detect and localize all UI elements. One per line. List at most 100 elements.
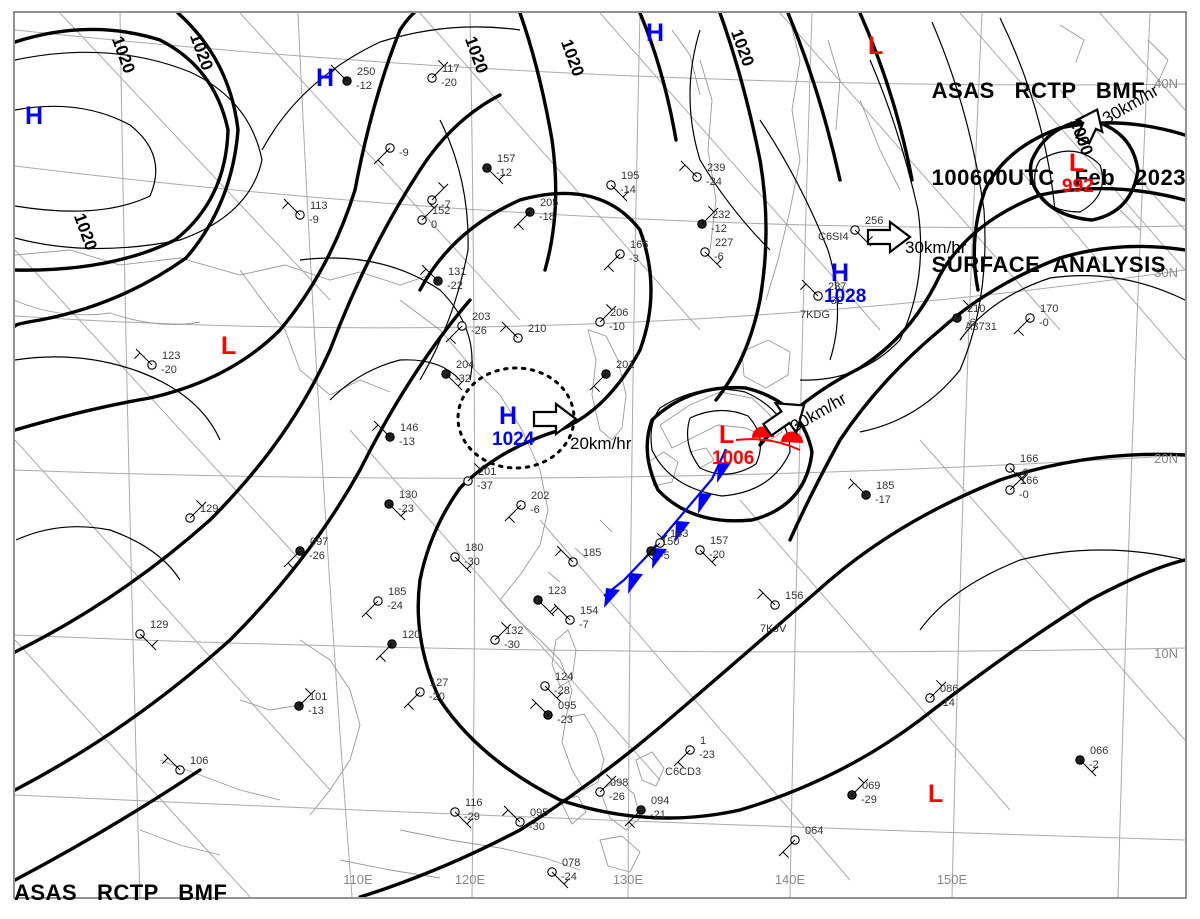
station-temperature: -21 xyxy=(650,809,666,821)
station-pressure: 131 xyxy=(448,266,466,278)
cold-front xyxy=(603,448,731,608)
station-plot: 078-24 xyxy=(547,857,580,889)
station-temperature: -20 xyxy=(441,77,457,89)
station-temperature: -30 xyxy=(504,639,520,651)
station-temperature: -9 xyxy=(309,214,319,226)
station-pressure: 113 xyxy=(310,200,328,212)
station-temperature: -28 xyxy=(554,685,570,697)
lat-tick-20N: 20N xyxy=(1154,451,1178,466)
pressure-symbol: H xyxy=(646,19,665,47)
lat-tick-10N: 10N xyxy=(1154,646,1178,661)
station-temperature: -37 xyxy=(477,480,493,492)
station-plot: 170-0 xyxy=(1013,303,1058,336)
station-plot: 166-3 xyxy=(603,239,648,272)
station-temperature: -20 xyxy=(429,691,445,703)
station-plot: 202-6 xyxy=(504,490,549,523)
station-temperature: -26 xyxy=(309,550,325,562)
station-pressure: 064 xyxy=(805,825,823,837)
station-plot: 166-0 xyxy=(1005,472,1038,501)
station-pressure: 123 xyxy=(548,585,566,597)
station-plot: 185-24 xyxy=(361,586,406,619)
station-plot: 097-26 xyxy=(283,536,328,569)
station-temperature: -32 xyxy=(827,295,843,307)
station-pressure: 201 xyxy=(616,359,634,371)
isobars-thin xyxy=(15,17,1185,631)
station-pressure: 250 xyxy=(357,66,375,78)
station-plot: -9 xyxy=(373,143,409,166)
footer-title-block: ASAS RCTP BMF 100600UTC Feb 2023 SURFACE… xyxy=(14,820,268,919)
station-pressure: 166 xyxy=(1020,475,1038,487)
footer-line-1: ASAS RCTP BMF xyxy=(14,880,228,905)
station-pressure: 097 xyxy=(310,536,328,548)
station-pressure: 237 xyxy=(828,281,846,293)
station-temperature: -12 xyxy=(356,80,372,92)
graticule-labels: 110E 120E 130E 140E 150E 40N 30N 20N 10N xyxy=(343,76,1178,887)
station-pressure: 150 xyxy=(661,536,679,548)
station-pressure: 129 xyxy=(150,619,168,631)
station-temperature: -24 xyxy=(561,871,577,883)
station-temperature: -20 xyxy=(161,364,177,376)
station-plot: 163 xyxy=(643,528,688,561)
station-pressure: 185 xyxy=(583,547,601,559)
station-temperature: -12 xyxy=(496,167,512,179)
station-temperature: -22 xyxy=(447,280,463,292)
station-pressure: 086 xyxy=(940,683,958,695)
station-plot: 201-37 xyxy=(463,463,496,492)
pressure-value-4: 992 xyxy=(1062,176,1094,197)
station-pressure: 185 xyxy=(388,586,406,598)
station-temperature: -23 xyxy=(557,714,573,726)
station-temperature: -14 xyxy=(620,184,636,196)
header-line-1: ASAS RCTP BMF xyxy=(931,78,1146,103)
lat-tick-30N: 30N xyxy=(1154,265,1178,280)
station-temperature: -7 xyxy=(441,199,451,211)
station-pressure: 117 xyxy=(442,63,460,75)
station-temperature: -13 xyxy=(308,705,324,717)
pressure-center-l-9: L xyxy=(928,782,943,807)
station-temperature: -30 xyxy=(529,821,545,833)
station-plot: 180-30 xyxy=(450,542,483,574)
pressure-center-h-1: H xyxy=(316,66,334,91)
station-plot: 094-21 xyxy=(624,795,669,828)
station-plot: 132-30 xyxy=(490,622,523,651)
station-plot: 256 xyxy=(850,215,883,247)
station-temperature: -23 xyxy=(398,503,414,515)
station-pressure: 185 xyxy=(876,480,894,492)
station-temperature: -32 xyxy=(455,373,471,385)
station-pressure: 204 xyxy=(456,359,474,371)
station-temperature: -29 xyxy=(464,811,480,823)
station-plot: 156 xyxy=(757,588,803,610)
station-plot: 101-13 xyxy=(294,688,327,717)
station-pressure: 124 xyxy=(555,671,573,683)
station-plot: 146-13 xyxy=(372,420,418,448)
pressure-symbol: H xyxy=(499,402,518,430)
pressure-center-l-4: L xyxy=(1069,151,1084,176)
lon-tick-150E: 150E xyxy=(937,872,968,887)
station-temperature: -0 xyxy=(1019,467,1029,479)
isobars-bold xyxy=(15,13,1185,897)
station-plot: 120 xyxy=(375,629,420,662)
header-title-block: ASAS RCTP BMF 100600UTC Feb 2023 SURFACE… xyxy=(932,18,1186,337)
station-plot: 123-20 xyxy=(134,348,180,376)
station-pressure: 129 xyxy=(200,503,218,515)
station-plot: 250-12 xyxy=(329,64,375,92)
motion-arrow-east-1024 xyxy=(532,401,578,437)
station-pressure: 094 xyxy=(651,795,669,807)
station-pressure: 210 xyxy=(528,323,546,335)
station-pressure: 202 xyxy=(531,490,549,502)
header-line-2: 100600UTC Feb 2023 xyxy=(931,165,1186,190)
station-temperature: -13 xyxy=(399,436,415,448)
station-temperature: -9 xyxy=(399,147,409,159)
pressure-center-h-7: H xyxy=(499,404,517,429)
station-pressure: 166 xyxy=(1020,453,1038,465)
station-temperature: -6 xyxy=(530,504,540,516)
station-plot: 123 xyxy=(533,585,566,617)
station-pressure: 210 xyxy=(967,303,985,315)
station-temperature: -2 xyxy=(1089,759,1099,771)
station-pressure: 157 xyxy=(497,153,515,165)
station-plot: 237-32 xyxy=(800,279,846,307)
station-plot: 127-20 xyxy=(403,677,448,710)
pressure-symbol: L xyxy=(928,780,944,808)
